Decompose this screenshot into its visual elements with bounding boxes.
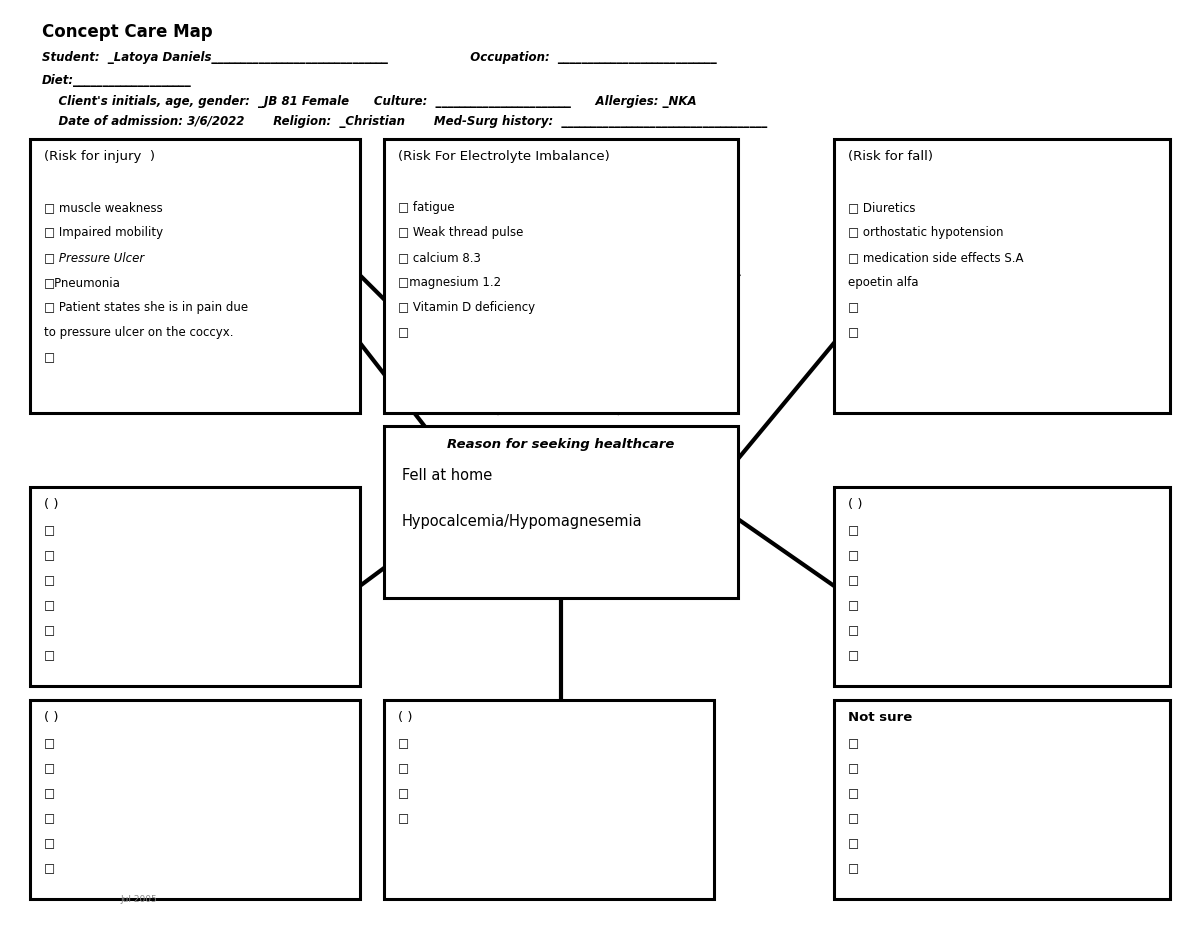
Text: □: □ <box>848 837 859 850</box>
Text: Hypocalcemia/Hypomagnesemia: Hypocalcemia/Hypomagnesemia <box>402 514 643 529</box>
Text: □ Impaired mobility: □ Impaired mobility <box>44 226 163 239</box>
Text: □: □ <box>398 812 409 825</box>
Bar <box>30 700 360 899</box>
Text: □ Weak thread pulse: □ Weak thread pulse <box>398 226 523 239</box>
Text: □: □ <box>44 812 55 825</box>
Text: □: □ <box>44 524 55 537</box>
Text: Concept Care Map: Concept Care Map <box>42 23 212 41</box>
Text: ( ): ( ) <box>848 498 863 511</box>
Bar <box>30 487 360 686</box>
Text: Reason for seeking healthcare: Reason for seeking healthcare <box>448 438 674 451</box>
Text: to pressure ulcer on the coccyx.: to pressure ulcer on the coccyx. <box>44 326 234 339</box>
Text: Student:  _Latoya Daniels______________________________                    Occup: Student: _Latoya Daniels________________… <box>42 51 716 64</box>
Text: □ fatigue: □ fatigue <box>398 201 455 214</box>
Text: □: □ <box>398 787 409 800</box>
Text: □: □ <box>44 549 55 562</box>
Text: □ Pressure Ulcer: □ Pressure Ulcer <box>44 251 145 264</box>
Bar <box>30 139 360 413</box>
Text: Fell at home: Fell at home <box>402 468 492 483</box>
Text: □: □ <box>44 599 55 612</box>
Text: ( ): ( ) <box>398 711 413 724</box>
Text: □ calcium 8.3: □ calcium 8.3 <box>398 251 481 264</box>
Text: Jul 2005: Jul 2005 <box>120 895 157 904</box>
Text: □: □ <box>848 326 859 339</box>
Bar <box>384 139 738 413</box>
Text: □: □ <box>398 762 409 775</box>
Text: □: □ <box>44 649 55 662</box>
Text: □: □ <box>44 737 55 750</box>
Text: □ muscle weakness: □ muscle weakness <box>44 201 163 214</box>
Text: □: □ <box>848 624 859 637</box>
Text: □: □ <box>848 812 859 825</box>
Text: □ Patient states she is in pain due: □ Patient states she is in pain due <box>44 301 248 314</box>
Text: □ medication side effects S.A: □ medication side effects S.A <box>848 251 1024 264</box>
Text: (Risk for fall): (Risk for fall) <box>848 150 934 163</box>
Text: Date of admission: 3/6/2022       Religion:  _Christian       Med-Surg history: : Date of admission: 3/6/2022 Religion: _C… <box>42 115 767 128</box>
Text: □: □ <box>44 762 55 775</box>
Text: □: □ <box>44 787 55 800</box>
Text: □: □ <box>848 524 859 537</box>
Text: □: □ <box>44 624 55 637</box>
Text: ( ): ( ) <box>44 711 59 724</box>
Text: □: □ <box>398 737 409 750</box>
Text: □magnesium 1.2: □magnesium 1.2 <box>398 276 502 289</box>
Text: □: □ <box>848 787 859 800</box>
Bar <box>834 487 1170 686</box>
Text: Not sure: Not sure <box>848 711 913 724</box>
Bar <box>834 700 1170 899</box>
Bar <box>384 700 714 899</box>
Text: epoetin alfa: epoetin alfa <box>848 276 919 289</box>
Text: □: □ <box>44 574 55 587</box>
Text: □: □ <box>848 549 859 562</box>
Text: □: □ <box>848 599 859 612</box>
Text: □: □ <box>44 837 55 850</box>
Text: □: □ <box>44 351 55 364</box>
Text: □Pneumonia: □Pneumonia <box>44 276 121 289</box>
Text: Diet:____________________: Diet:____________________ <box>42 74 192 87</box>
Text: □: □ <box>848 862 859 875</box>
Text: □: □ <box>44 862 55 875</box>
Text: □: □ <box>848 574 859 587</box>
Text: □ Diuretics: □ Diuretics <box>848 201 916 214</box>
Text: □: □ <box>848 737 859 750</box>
Bar <box>384 426 738 598</box>
Text: □: □ <box>398 326 409 339</box>
Text: (Risk for injury  ): (Risk for injury ) <box>44 150 156 163</box>
Text: (Risk For Electrolyte Imbalance): (Risk For Electrolyte Imbalance) <box>398 150 610 163</box>
Text: □: □ <box>848 762 859 775</box>
Text: □: □ <box>848 301 859 314</box>
Text: □ orthostatic hypotension: □ orthostatic hypotension <box>848 226 1004 239</box>
Bar <box>834 139 1170 413</box>
Text: Client's initials, age, gender:  _JB 81 Female      Culture:  __________________: Client's initials, age, gender: _JB 81 F… <box>42 95 697 108</box>
Text: □: □ <box>848 649 859 662</box>
Text: ( ): ( ) <box>44 498 59 511</box>
Text: □ Vitamin D deficiency: □ Vitamin D deficiency <box>398 301 535 314</box>
